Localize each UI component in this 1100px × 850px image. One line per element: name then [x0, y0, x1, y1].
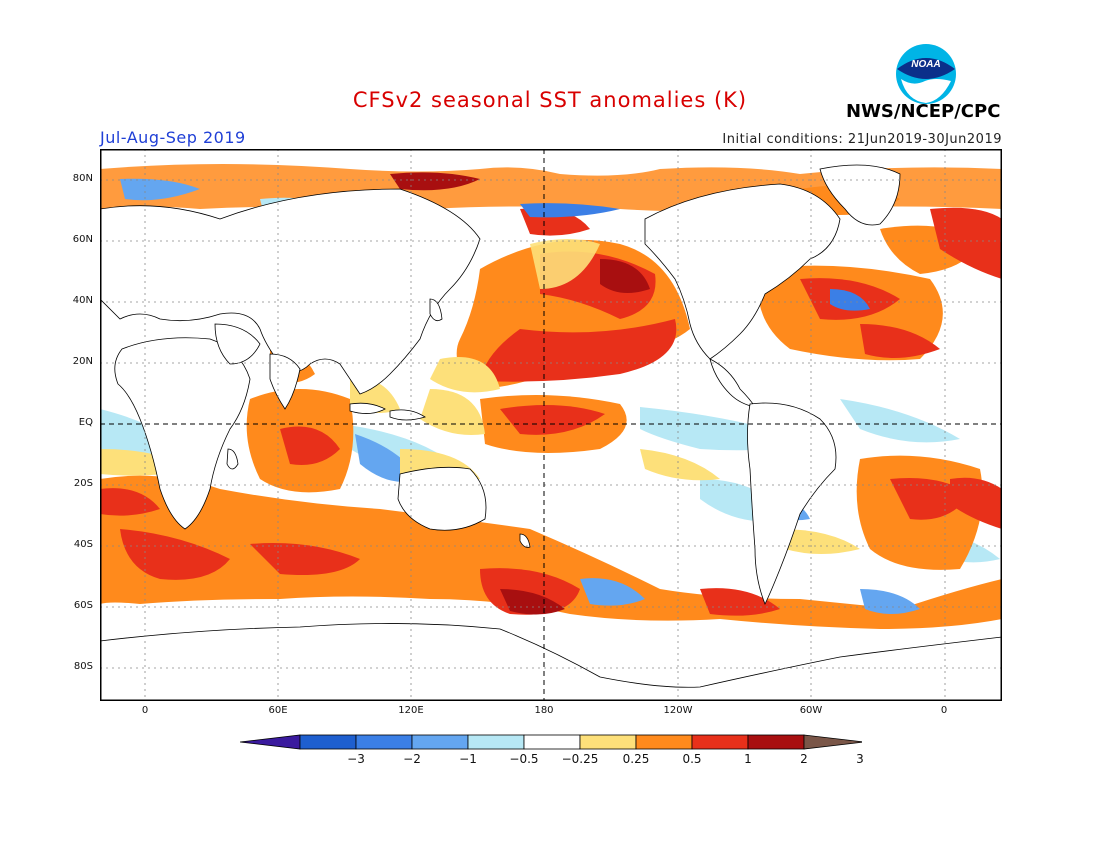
- colorbar-swatch: [635, 734, 693, 750]
- colorbar-swatch: [411, 734, 469, 750]
- initial-conditions-label: Initial conditions: 21Jun2019-30Jun2019: [722, 132, 1002, 147]
- lat-label: 60N: [72, 234, 93, 245]
- colorbar-label: 0.5: [682, 752, 702, 766]
- land-masses: [100, 164, 1002, 701]
- lat-label: 80S: [73, 661, 93, 672]
- lat-label: 20S: [73, 478, 93, 489]
- colorbar-arrow-high: [803, 734, 862, 750]
- lon-label: 0: [141, 705, 149, 716]
- colorbar-label: −0.25: [561, 752, 599, 766]
- colorbar-swatch: [579, 734, 637, 750]
- colorbar-swatch: [355, 734, 413, 750]
- sst-map: [100, 149, 1002, 701]
- lon-label: 120E: [398, 705, 424, 716]
- colorbar-label: −3: [347, 752, 365, 766]
- lon-label: 60E: [268, 705, 288, 716]
- lon-label: 120W: [663, 705, 693, 716]
- lat-label: 60S: [73, 600, 93, 611]
- colorbar-swatch: [467, 734, 525, 750]
- lon-label: 180: [534, 705, 554, 716]
- colorbar-swatch: [299, 734, 357, 750]
- colorbar-label: 1: [744, 752, 752, 766]
- noaa-logo: NOAA: [896, 44, 956, 104]
- lat-label: 40N: [72, 295, 93, 306]
- lat-label: EQ: [78, 417, 93, 428]
- colorbar-label: −1: [459, 752, 477, 766]
- colorbar-swatch: [523, 734, 581, 750]
- lon-label: 60W: [799, 705, 823, 716]
- colorbar-label: 2: [800, 752, 808, 766]
- colorbar-swatch: [747, 734, 805, 750]
- colorbar-arrow-low: [240, 734, 301, 750]
- colorbar-label: −2: [403, 752, 421, 766]
- season-label: Jul-Aug-Sep 2019: [100, 128, 246, 147]
- lon-label: 0: [940, 705, 948, 716]
- organization-label: NWS/NCEP/CPC: [846, 101, 1001, 122]
- logo-text: NOAA: [911, 59, 940, 70]
- map-title: CFSv2 seasonal SST anomalies (K): [352, 88, 748, 112]
- lat-label: 80N: [72, 173, 93, 184]
- colorbar-label: −0.5: [509, 752, 539, 766]
- colorbar: [240, 734, 862, 750]
- colorbar-swatch: [691, 734, 749, 750]
- lat-label: 20N: [72, 356, 93, 367]
- graticule: [100, 149, 1002, 701]
- colorbar-label: 3: [856, 752, 864, 766]
- lat-label: 40S: [73, 539, 93, 550]
- sst-map-canvas: [100, 149, 1002, 701]
- equator-dateline: [100, 149, 1002, 701]
- colorbar-label: 0.25: [622, 752, 650, 766]
